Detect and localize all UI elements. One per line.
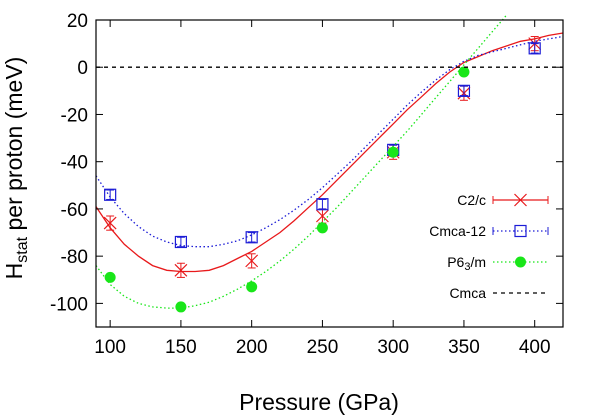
x-tick-label-200: 200 [236,337,268,358]
x-tick-label-350: 350 [448,337,480,358]
data-point-cmca-12-100 [104,188,117,201]
error-bar-cmca-12-400 [530,43,539,54]
error-bar-cmca-12-150 [176,236,185,248]
legend-marker-cmca-12 [514,224,527,238]
series-line-cmca-12 [95,35,564,248]
data-point-p63-300 [387,146,399,158]
data-point-p63-100 [104,271,116,283]
data-point-p63-200 [246,281,258,293]
data-point-p63-150 [175,301,187,313]
data-point-cmca-12-250 [316,198,329,211]
legend-label-main: Cmca [449,285,486,301]
legend-label-main: Cmca-12 [429,223,486,239]
x-tick-label-400: 400 [519,337,551,358]
data-point-cmca-12-200 [245,231,258,244]
y-tick-label-20: 20 [67,11,88,32]
legend-label-main: P6 [447,254,464,270]
data-point-p63-250 [316,222,328,234]
y-axis-title: Hstat per proton (meV) [1,57,31,280]
data-point-cmca-12-150 [174,235,188,249]
legend-label-sub: 3 [464,261,470,273]
error-bar-cmca-12-350 [459,85,468,97]
x-tick-label-300: 300 [377,337,409,358]
y-axis-title-main: H [1,263,27,280]
y-tick-label--80: -80 [61,247,88,268]
legend-label-p63: P63/m [447,254,486,273]
y-axis-title-rest: per proton (meV) [1,57,27,237]
data-point-cmca-12-350 [457,84,471,97]
x-tick-label-100: 100 [94,337,126,358]
plot-layer [95,14,564,313]
error-bar-cmca-12-250 [318,198,327,210]
data-point-c2-c-250 [315,209,329,223]
legend-label-c2-c: C2/c [457,192,486,208]
legend-label-cmca-12: Cmca-12 [429,223,486,239]
legend-item-c2-c: C2/c [457,192,549,208]
x-axis-title: Pressure (GPa) [239,389,399,415]
data-point-c2-c-100 [103,216,117,230]
y-tick-label-0: 0 [77,58,88,79]
legend-label-rest: /m [470,254,486,270]
legend-item-p63: P63/m [447,254,548,273]
legend-marker-c2-c [514,193,527,207]
x-tick-label-250: 250 [307,337,339,358]
data-point-cmca-12-400 [528,42,541,55]
legend-label-main: C2/c [457,192,486,208]
data-point-c2-c-150 [174,263,188,277]
y-tick-label--20: -20 [61,105,88,126]
legend-item-cmca: Cmca [449,285,548,301]
data-point-c2-c-200 [245,254,259,268]
axes-layer [95,19,564,328]
legend-marker-p63 [515,256,526,268]
legend-label-cmca: Cmca [449,285,486,301]
error-bar-cmca-12-100 [106,189,115,200]
y-tick-label--100: -100 [50,294,88,315]
y-axis-title-sub: stat [14,236,31,262]
series-line-p63 [95,14,507,309]
data-point-p63-350 [458,66,470,78]
y-tick-label--60: -60 [61,200,88,221]
legend-item-cmca-12: Cmca-12 [429,223,549,239]
plot-frame [95,19,564,328]
x-tick-label-150: 150 [165,337,197,358]
error-bar-cmca-12-200 [247,232,256,243]
series-line-c2-c [95,32,564,273]
y-tick-label--40: -40 [61,153,88,174]
legend: C2/c Cmca-12 P63/m Cmca [429,192,549,301]
